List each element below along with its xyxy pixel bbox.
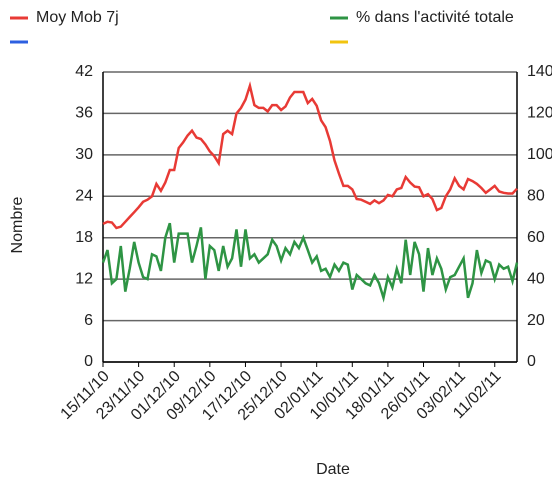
series-line — [102, 81, 518, 230]
legend-label: Moy Mob 7j — [36, 9, 119, 26]
y-tick-label: 24 — [75, 188, 93, 205]
y2-tick-label: 140 — [527, 63, 552, 80]
y2-tick-label: 80 — [527, 188, 545, 205]
y2-tick-label: 0 — [527, 353, 536, 370]
y-tick-label: 0 — [84, 353, 93, 370]
y-tick-label: 42 — [75, 63, 93, 80]
series-line — [101, 222, 519, 303]
y2-tick-label: 100 — [527, 146, 552, 163]
y-axis-title: Nombre — [9, 196, 26, 253]
y-tick-label: 30 — [75, 146, 93, 163]
y-tick-label: 18 — [75, 229, 93, 246]
y-tick-label: 12 — [75, 270, 93, 287]
y2-tick-label: 120 — [527, 105, 552, 122]
y2-tick-label: 60 — [527, 229, 545, 246]
y-tick-label: 6 — [84, 312, 93, 329]
y2-tick-label: 20 — [527, 312, 545, 329]
y-tick-label: 36 — [75, 105, 93, 122]
legend-label: % dans l'activité totale — [356, 9, 514, 26]
x-axis-title: Date — [316, 461, 350, 478]
y2-tick-label: 40 — [527, 270, 545, 287]
